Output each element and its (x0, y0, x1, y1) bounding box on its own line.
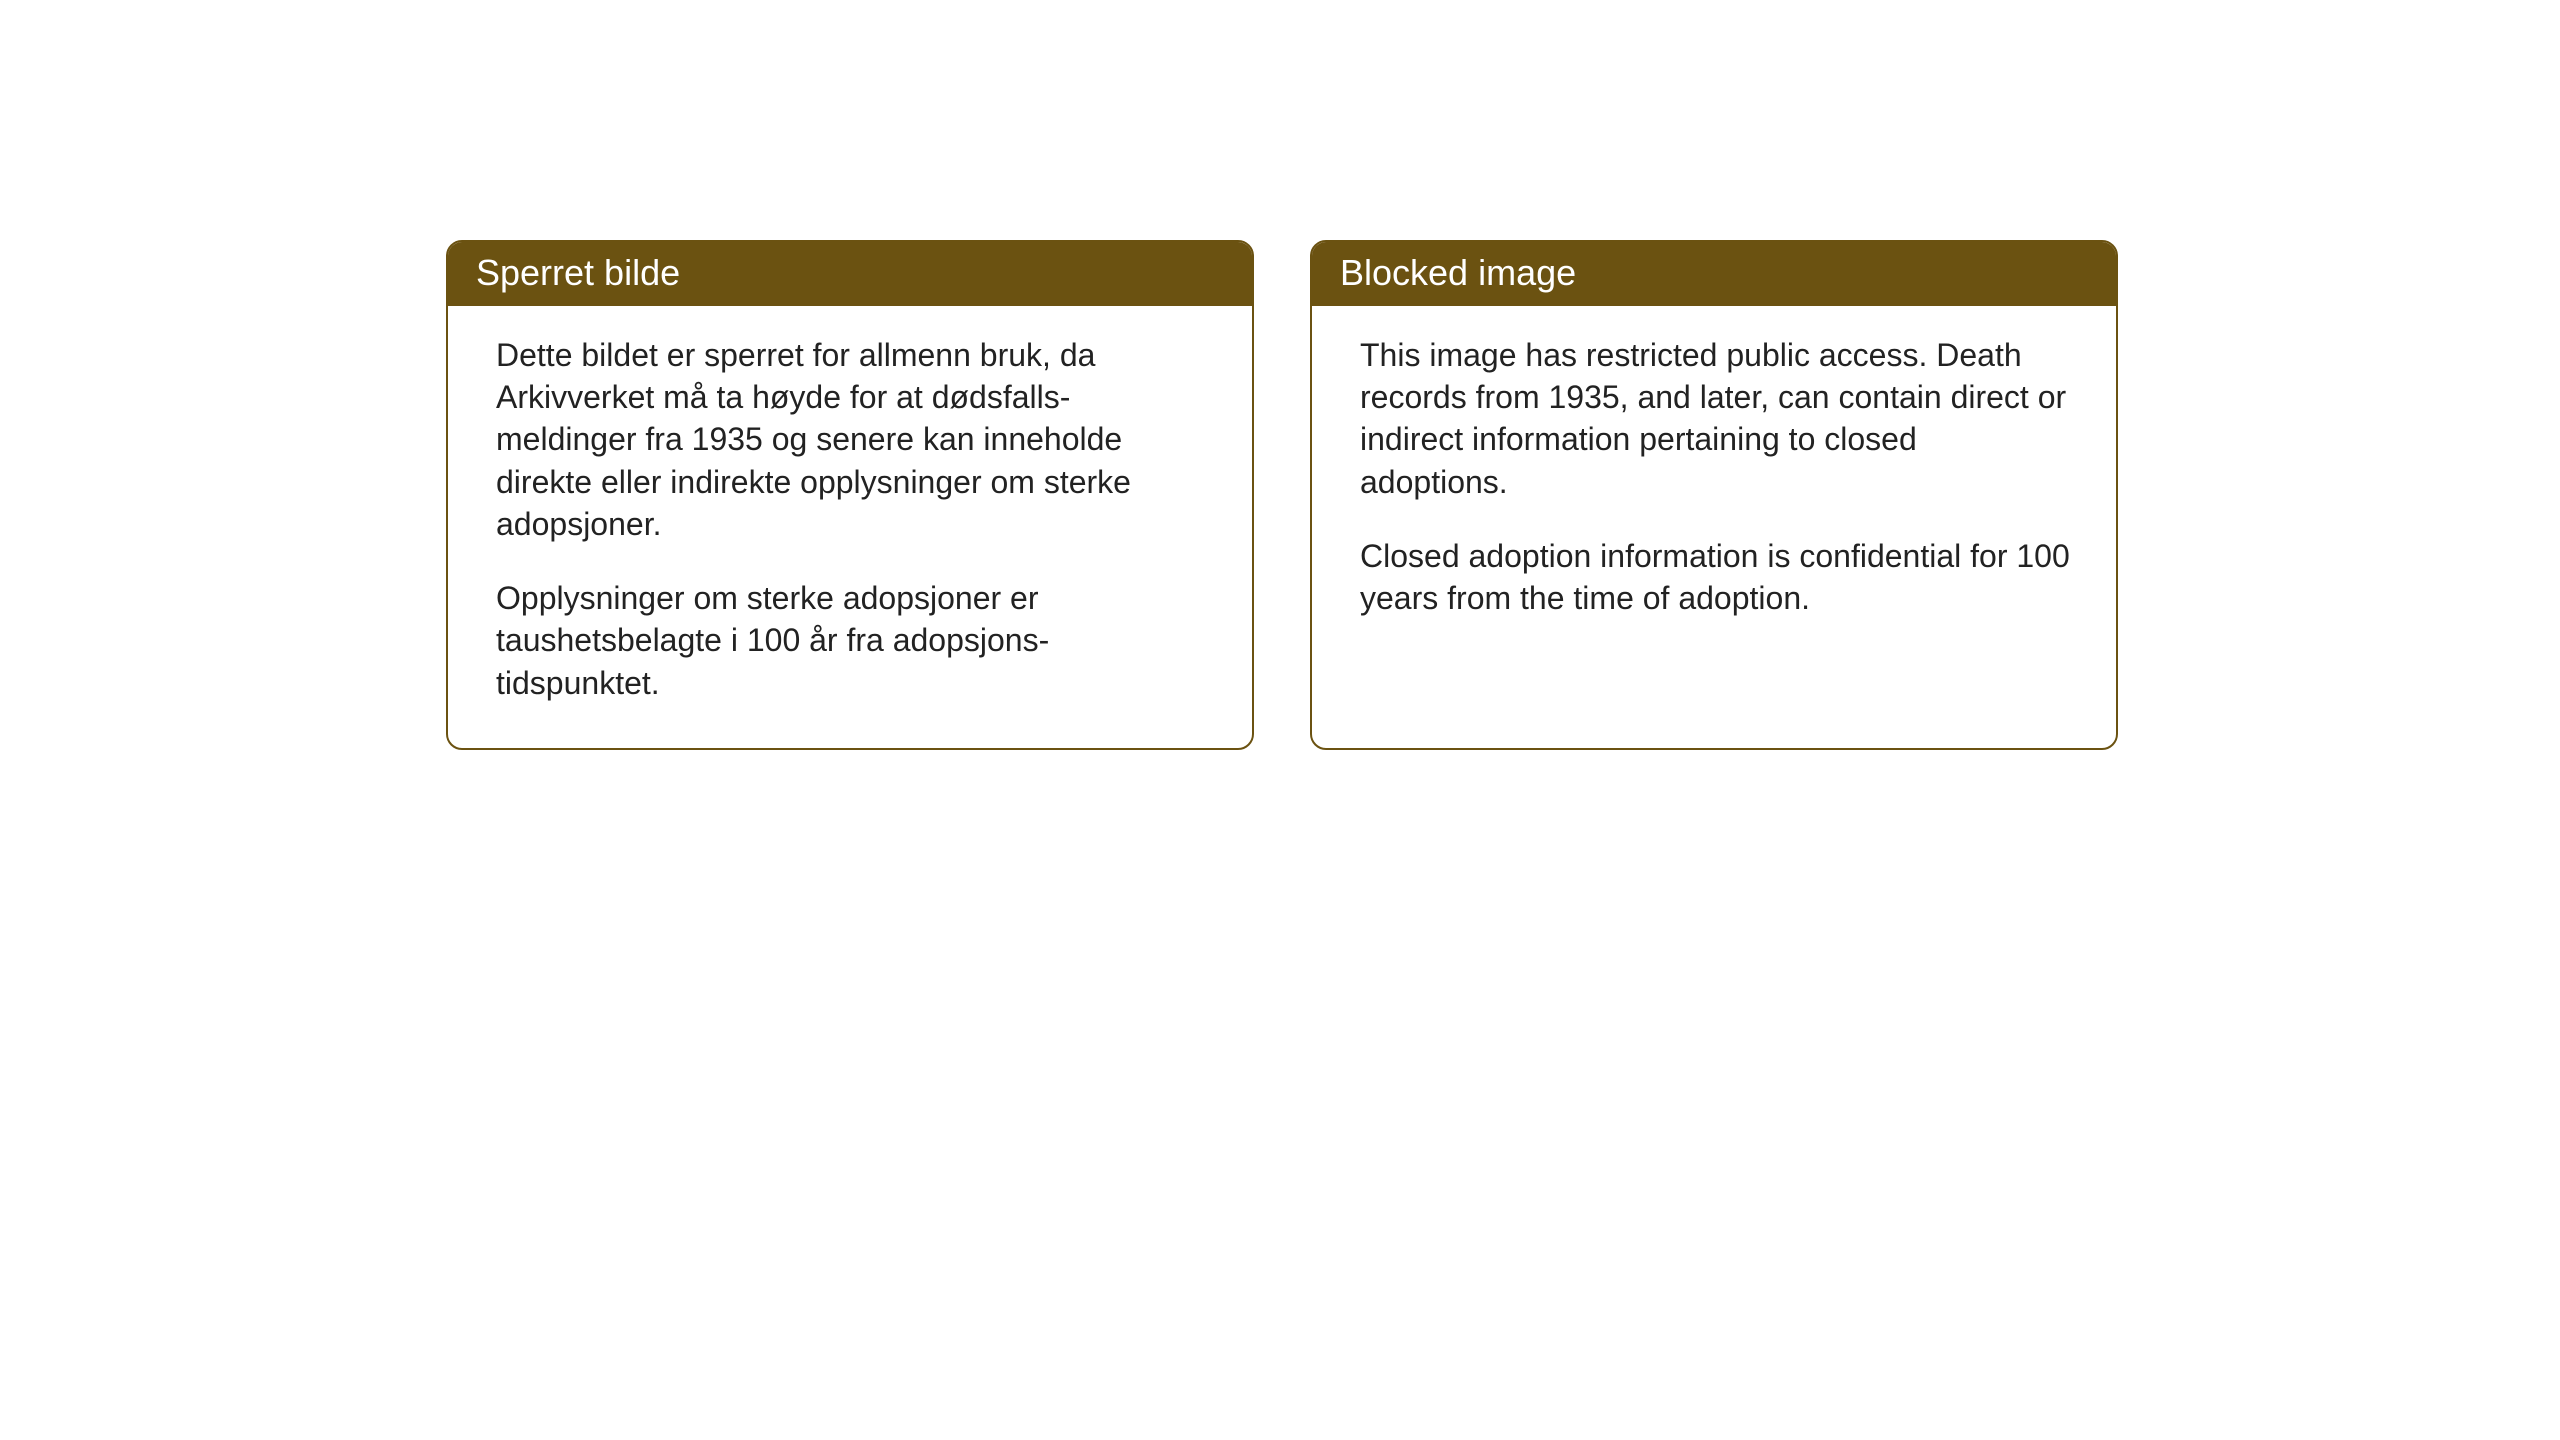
notice-box-norwegian: Sperret bilde Dette bildet er sperret fo… (446, 240, 1254, 750)
notice-body-norwegian: Dette bildet er sperret for allmenn bruk… (448, 306, 1252, 748)
notice-container: Sperret bilde Dette bildet er sperret fo… (446, 240, 2118, 750)
notice-header-english: Blocked image (1312, 242, 2116, 306)
notice-header-norwegian: Sperret bilde (448, 242, 1252, 306)
notice-para1-norwegian: Dette bildet er sperret for allmenn bruk… (496, 334, 1208, 545)
notice-box-english: Blocked image This image has restricted … (1310, 240, 2118, 750)
notice-para2-english: Closed adoption information is confident… (1360, 535, 2072, 619)
notice-para1-english: This image has restricted public access.… (1360, 334, 2072, 503)
notice-para2-norwegian: Opplysninger om sterke adopsjoner er tau… (496, 577, 1208, 704)
notice-body-english: This image has restricted public access.… (1312, 306, 2116, 729)
